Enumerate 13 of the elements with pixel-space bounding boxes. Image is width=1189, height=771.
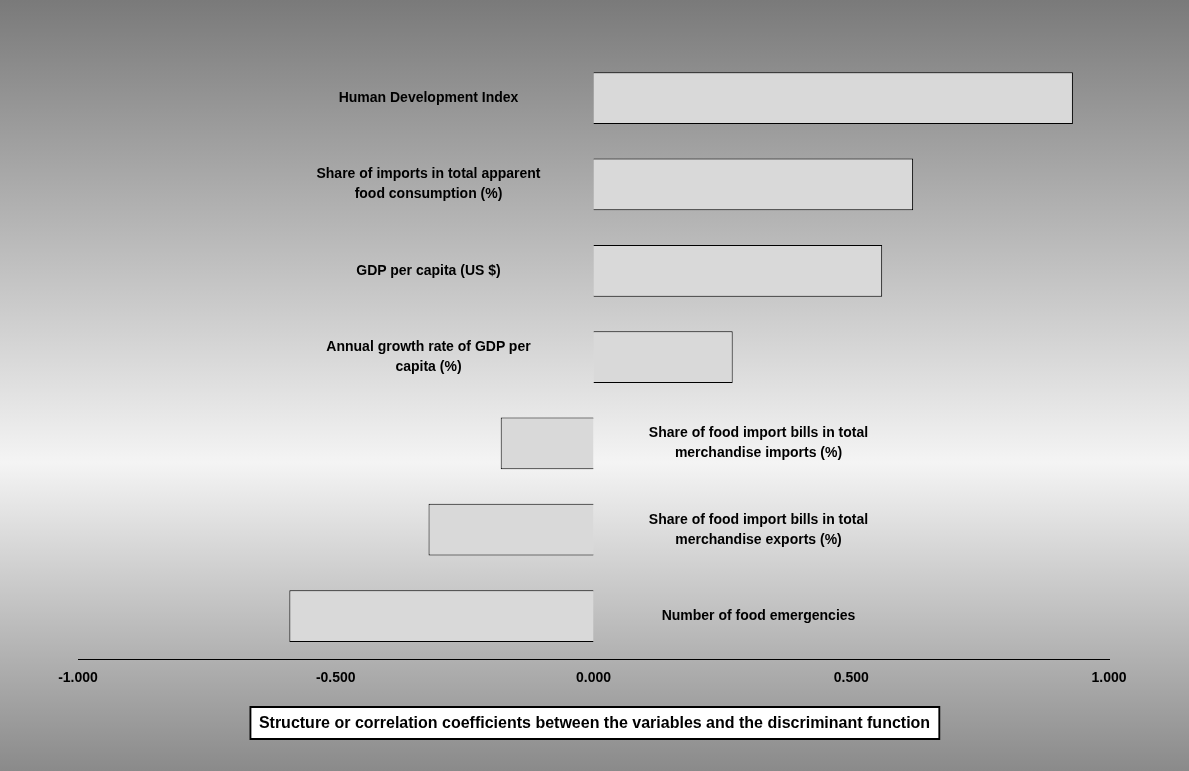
y-tick-label: Share of imports in total apparent food consumption (%) <box>316 165 541 202</box>
x-tick-label: 0.000 <box>575 669 612 686</box>
x-tick-label: 0.500 <box>833 669 869 686</box>
y-tick-label: GDP per capita (US $) <box>356 261 501 278</box>
x-tick-label: -0.500 <box>315 669 356 686</box>
y-tick-label: Annual growth rate of GDP per capita (%) <box>326 337 532 374</box>
x-tick-label: -1.000 <box>58 669 99 686</box>
y-tick-label: Human Development Index <box>338 89 519 106</box>
y-tick-label: Share of food import bills in total merchandise imports (%) <box>648 424 869 461</box>
text: Structure or correlation coefficients between the variables and the discriminant function <box>248 706 941 740</box>
x-tick-label: 1.000 <box>1091 669 1127 686</box>
y-tick-label: Number of food emergencies <box>661 606 856 623</box>
y-tick-label: Share of food import bills in total merchandise exports (%) <box>648 510 869 547</box>
